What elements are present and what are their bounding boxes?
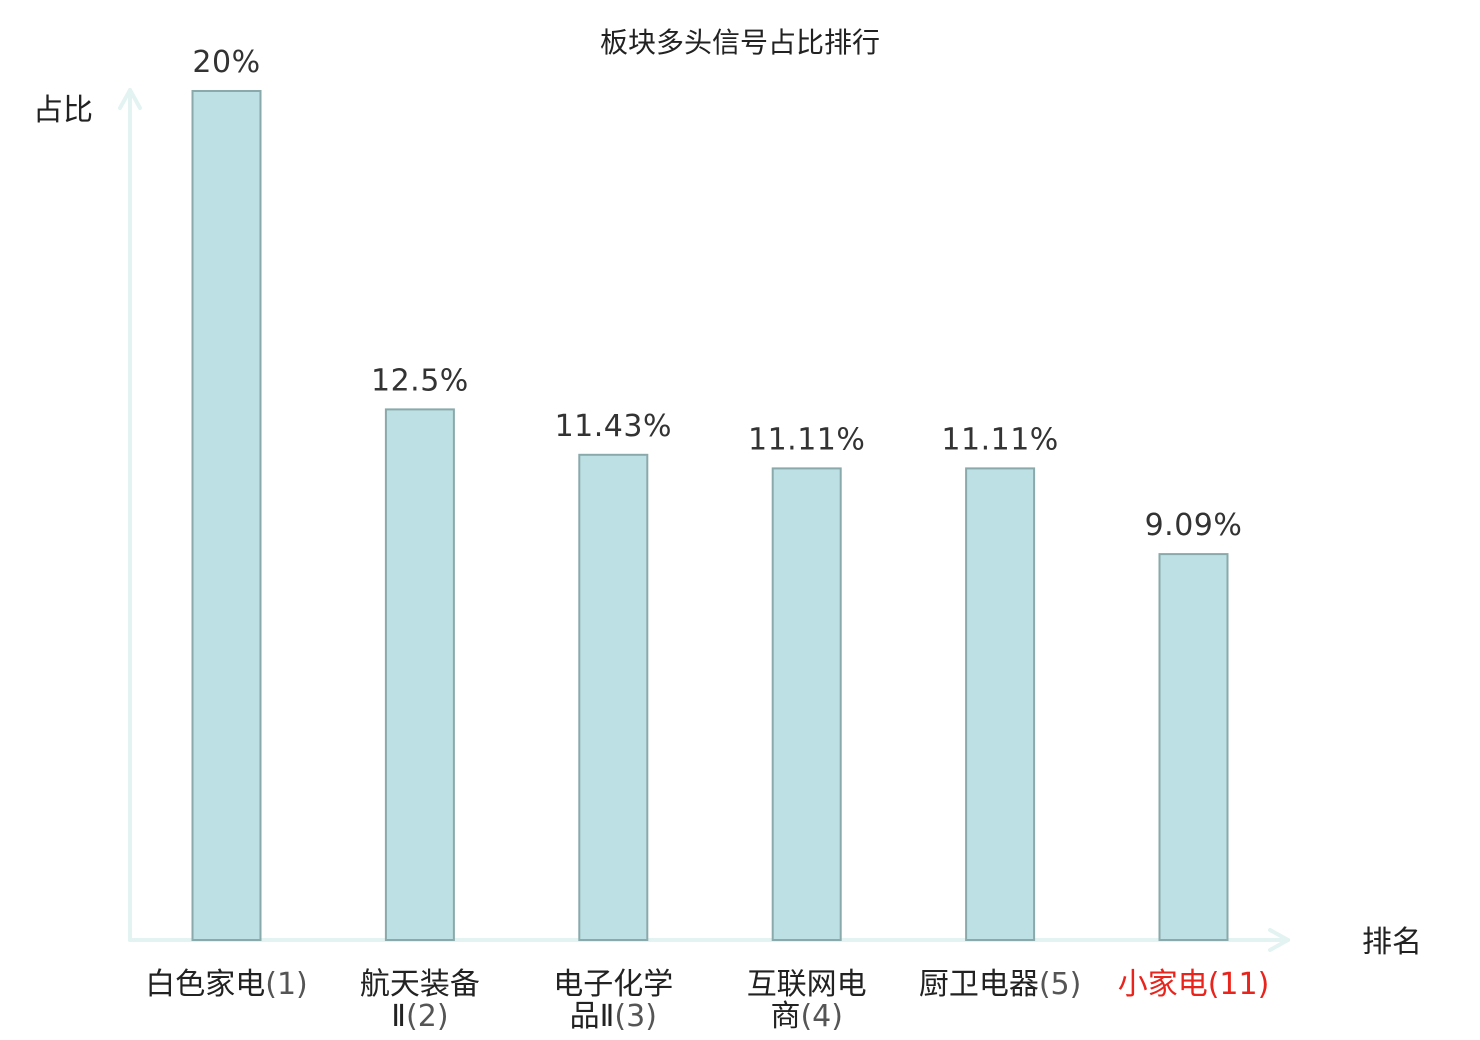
category-name-6-part-1: 小家电 [1118,967,1208,1002]
value-label-2: 12.5% [371,363,469,398]
value-labels: 20% 12.5% 11.43% 11.11% 11.11% 9.09% [192,45,1242,543]
y-axis-label: 占比 [33,93,93,128]
category-label-3-line-2: 品Ⅱ(3) [570,999,657,1034]
value-label-1: 20% [192,45,260,80]
bars [191,90,1229,941]
bar-2 [384,408,455,941]
value-label-3: 11.43% [555,409,672,444]
category-label-2-line-1: 航天装备 [360,967,480,1002]
value-label-5: 11.11% [941,422,1058,457]
axes [118,88,1290,952]
category-label-4-line-1: 互联网电 [747,967,867,1002]
category-name-4-part-1: 互联网电 [747,967,867,1002]
y-axis-arrow [118,88,142,110]
bar-1 [191,90,262,941]
x-axis-label: 排名 [1362,925,1422,960]
category-name-3-part-1: 电子化学 [553,967,673,1002]
category-name-5-part-1: 厨卫电器 [919,967,1039,1002]
category-label-3-line-1: 电子化学 [553,967,673,1002]
value-label-4: 11.11% [748,422,865,457]
category-rank-3: (3) [614,999,657,1034]
category-label-1-line-1: 白色家电(1) [145,967,308,1002]
category-name-1-part-1: 白色家电 [145,967,265,1002]
category-rank-6: (11) [1208,967,1270,1002]
category-name-3-part-2: 品Ⅱ [570,999,615,1034]
category-label-2-line-2: Ⅱ(2) [391,999,448,1034]
category-name-4-part-2: 商 [770,999,800,1034]
bar-3 [578,453,649,941]
value-label-6: 9.09% [1145,508,1243,543]
chart-title: 板块多头信号占比排行 [600,26,880,59]
x-axis-arrow [1268,928,1290,952]
category-rank-5: (5) [1039,967,1082,1002]
category-rank-1: (1) [265,967,308,1002]
bar-4 [771,467,842,941]
category-rank-4: (4) [800,999,843,1034]
category-label-5-line-1: 厨卫电器(5) [919,967,1082,1002]
category-rank-2: (2) [406,999,449,1034]
bar-6 [1158,553,1229,941]
category-label-4-line-2: 商(4) [770,999,843,1034]
category-name-2-part-2: Ⅱ [391,999,406,1034]
category-name-2-part-1: 航天装备 [360,967,480,1002]
category-label-6-line-1: 小家电(11) [1118,967,1270,1002]
bar-5 [965,467,1036,941]
